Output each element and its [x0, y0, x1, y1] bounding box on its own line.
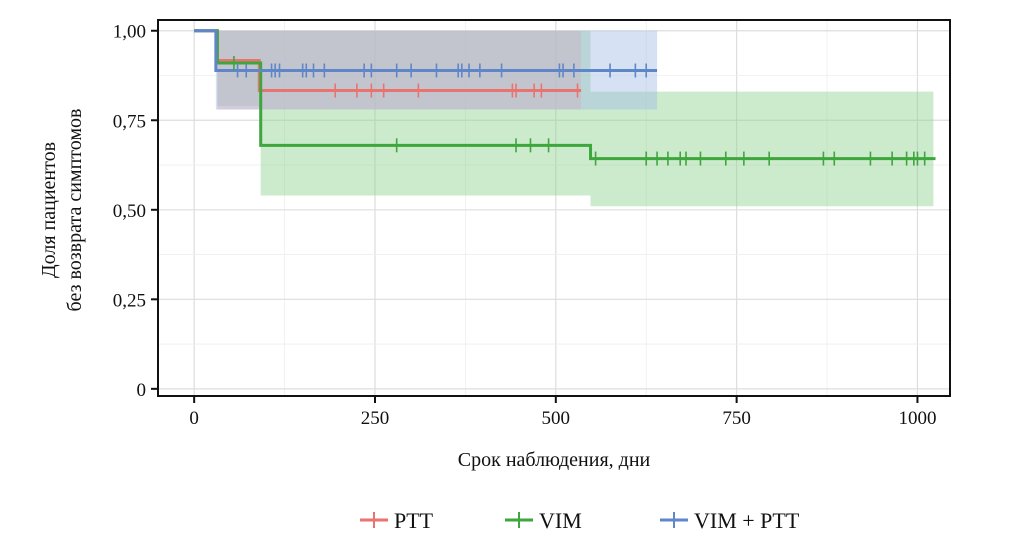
- censor-marks: [233, 55, 926, 166]
- legend-label-vim-ptt: VIM + PTT: [694, 508, 800, 533]
- y-tick-label: 0,50: [113, 201, 146, 222]
- legend-label-vim: VIM: [539, 508, 582, 533]
- grid: [158, 20, 950, 396]
- y-axis-title-line2: без возврата симптомов: [64, 109, 86, 312]
- y-tick-label: 1,00: [113, 22, 146, 43]
- legend-label-ptt: PTT: [394, 508, 434, 533]
- x-tick-label: 0: [189, 408, 199, 429]
- y-tick-label: 0,75: [113, 111, 146, 132]
- plot-background: [158, 20, 950, 396]
- y-tick-label: 0: [137, 380, 147, 401]
- legend: PTT VIM VIM + PTT: [360, 508, 800, 533]
- x-axis-title: Срок наблюдения, дни: [458, 449, 651, 471]
- y-axis-title-line1: Доля пациентов: [38, 142, 60, 278]
- x-tick-label: 250: [361, 408, 390, 429]
- axis-ticks: 0 250 500 750 1000 0 0,25 0,50 0,75 1,00: [113, 22, 937, 429]
- x-tick-label: 750: [722, 408, 751, 429]
- y-tick-label: 0,25: [113, 290, 146, 311]
- x-tick-label: 1000: [898, 408, 936, 429]
- plot-frame: [157, 19, 951, 397]
- x-tick-label: 500: [542, 408, 571, 429]
